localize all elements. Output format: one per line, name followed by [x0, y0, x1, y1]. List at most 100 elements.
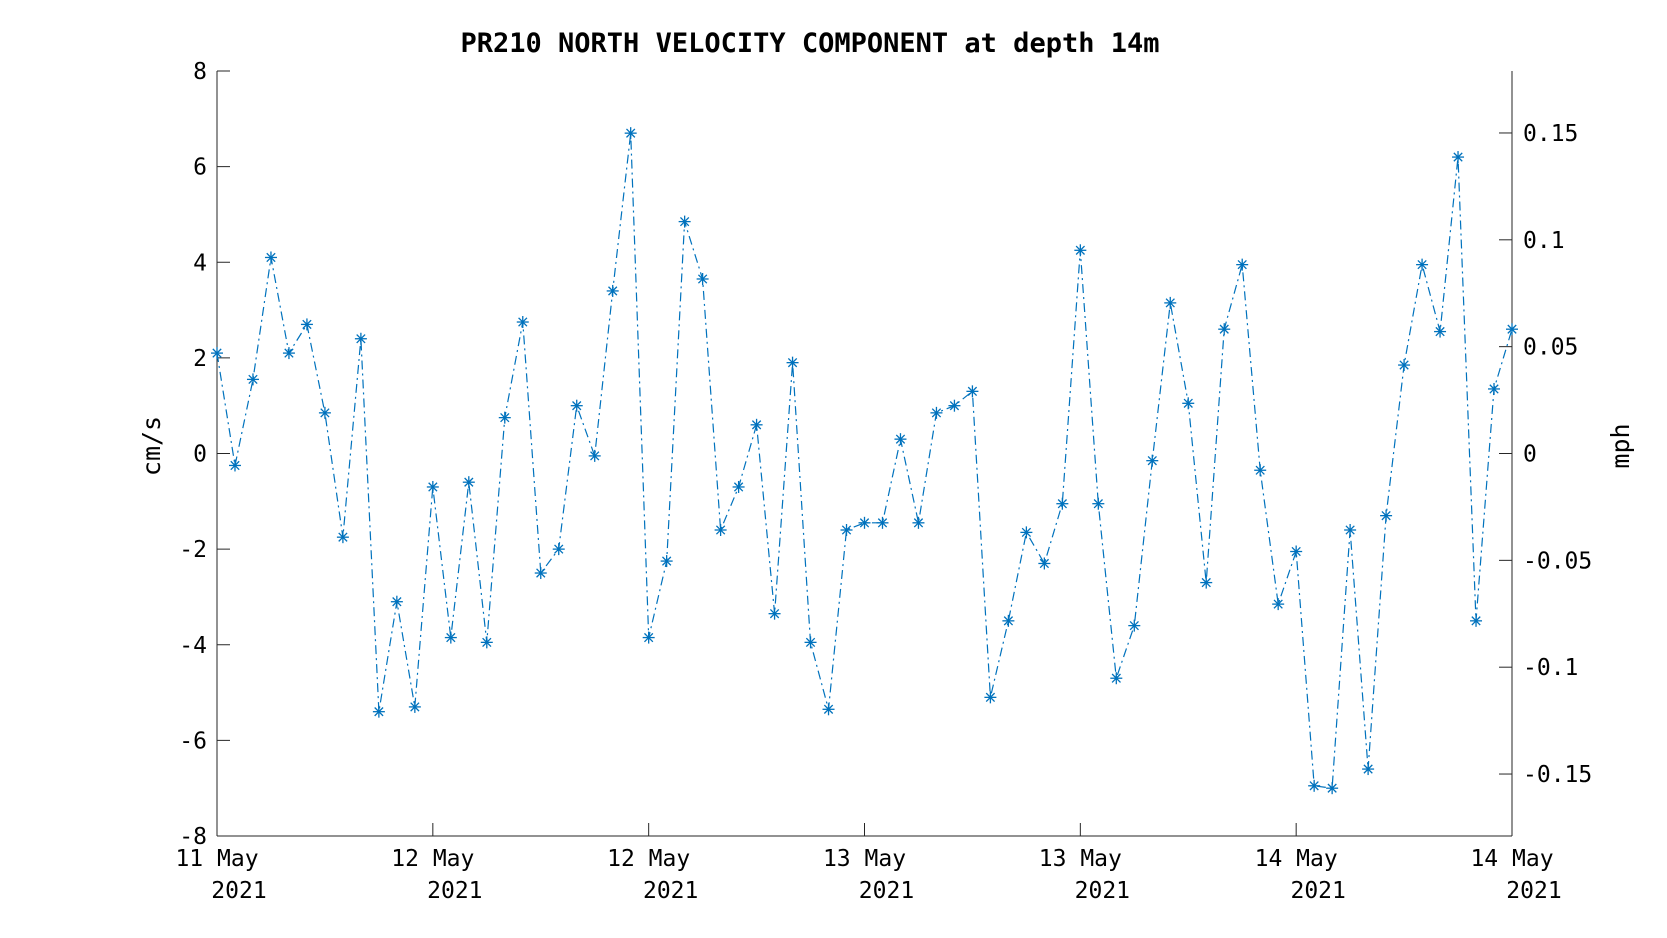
- asterisk-marker-stroke: [590, 451, 600, 461]
- data-point: [1272, 598, 1285, 611]
- data-point: [1506, 323, 1518, 336]
- asterisk-marker-stroke: [841, 525, 852, 535]
- y2-tick-label: 0.15: [1523, 121, 1578, 147]
- data-point: [1326, 782, 1339, 795]
- data-point: [462, 476, 475, 489]
- asterisk-marker-stroke: [931, 408, 942, 418]
- data-point: [660, 555, 673, 568]
- data-point: [1290, 545, 1303, 558]
- asterisk-marker-stroke: [500, 412, 510, 423]
- asterisk-marker-stroke: [1471, 616, 1481, 626]
- x-tick-label-year: 2021: [1075, 878, 1130, 904]
- asterisk-marker-stroke: [302, 319, 312, 330]
- data-point: [1056, 497, 1069, 510]
- asterisk-marker-stroke: [1165, 298, 1175, 308]
- data-point: [390, 595, 403, 608]
- x-tick-label-year: 2021: [1290, 878, 1345, 904]
- asterisk-marker-stroke: [1003, 616, 1014, 626]
- x-tick-label-date: 12 May: [391, 846, 474, 872]
- data-point: [444, 631, 457, 644]
- data-point: [1128, 619, 1141, 632]
- data-point: [624, 127, 637, 140]
- asterisk-marker-stroke: [1417, 259, 1427, 270]
- asterisk-marker-stroke: [1237, 259, 1247, 270]
- data-point: [732, 480, 745, 493]
- data-point: [354, 332, 367, 345]
- data-point: [516, 316, 529, 329]
- asterisk-marker-stroke: [1489, 384, 1499, 394]
- data-point: [876, 516, 889, 529]
- asterisk-marker-stroke: [338, 532, 348, 542]
- asterisk-marker-stroke: [1201, 577, 1211, 588]
- asterisk-marker-stroke: [518, 317, 528, 327]
- asterisk-marker-stroke: [1435, 326, 1445, 337]
- y2-tick-label: 0.1: [1523, 228, 1565, 254]
- y-tick-label: 8: [193, 59, 207, 85]
- data-point: [1020, 526, 1033, 539]
- asterisk-marker-stroke: [1093, 499, 1103, 509]
- x-tick-label-year: 2021: [643, 878, 698, 904]
- asterisk-marker-stroke: [1507, 324, 1517, 334]
- data-point: [1434, 325, 1447, 338]
- data-point: [480, 636, 493, 649]
- data-point: [750, 418, 763, 431]
- data-point: [840, 524, 853, 536]
- asterisk-marker-stroke: [1273, 599, 1283, 609]
- data-point: [858, 516, 871, 529]
- asterisk-marker-stroke: [536, 568, 546, 578]
- asterisk-marker-stroke: [679, 216, 690, 227]
- asterisk-marker-stroke: [1039, 558, 1050, 569]
- x-tick-label-date: 14 May: [1255, 846, 1338, 872]
- data-point: [894, 433, 907, 446]
- asterisk-marker-stroke: [554, 544, 564, 554]
- asterisk-marker-stroke: [1381, 510, 1391, 521]
- data-point: [984, 691, 997, 704]
- data-point: [552, 543, 565, 556]
- y-tick-label: 6: [193, 155, 207, 181]
- data-point: [1218, 323, 1231, 336]
- data-point: [336, 531, 349, 544]
- y-tick-label: 2: [193, 346, 207, 372]
- asterisk-marker-stroke: [1291, 546, 1301, 557]
- asterisk-marker-stroke: [913, 518, 924, 528]
- asterisk-marker-stroke: [284, 348, 294, 358]
- data-point: [948, 399, 961, 412]
- data-point: [642, 631, 655, 644]
- asterisk-marker-stroke: [320, 408, 330, 418]
- data-point: [1200, 576, 1213, 589]
- data-point: [1074, 244, 1087, 257]
- data-point: [1452, 151, 1465, 164]
- asterisk-marker-stroke: [697, 274, 708, 284]
- x-tick-label-year: 2021: [427, 878, 482, 904]
- data-point: [1344, 524, 1357, 536]
- data-point: [1002, 614, 1015, 627]
- asterisk-marker-stroke: [949, 401, 960, 411]
- data-point: [1092, 497, 1105, 510]
- x-tick-label-year: 2021: [1506, 878, 1561, 904]
- data-point: [588, 449, 601, 462]
- data-point: [372, 705, 385, 718]
- asterisk-marker-stroke: [266, 252, 276, 263]
- data-point: [498, 411, 511, 424]
- data-point: [768, 607, 781, 620]
- data-point: [282, 347, 295, 360]
- data-point: [1236, 258, 1249, 271]
- asterisk-marker-stroke: [1021, 527, 1032, 538]
- asterisk-marker-stroke: [661, 556, 672, 566]
- data-point: [408, 700, 421, 713]
- data-point: [822, 703, 835, 716]
- data-point: [1182, 397, 1195, 410]
- asterisk-marker-stroke: [446, 632, 456, 643]
- asterisk-marker-stroke: [1399, 360, 1409, 370]
- asterisk-marker-stroke: [608, 286, 618, 296]
- asterisk-marker-stroke: [859, 518, 870, 528]
- asterisk-marker-stroke: [1057, 499, 1068, 509]
- asterisk-marker-stroke: [1309, 781, 1319, 791]
- asterisk-marker-stroke: [1255, 465, 1265, 475]
- x-tick-label-date: 14 May: [1470, 846, 1553, 872]
- y2-tick-label: -0.15: [1523, 762, 1592, 788]
- asterisk-marker-stroke: [1075, 245, 1085, 255]
- x-tick-label-date: 12 May: [607, 846, 690, 872]
- x-tick-label-year: 2021: [211, 878, 266, 904]
- asterisk-marker-stroke: [823, 704, 834, 714]
